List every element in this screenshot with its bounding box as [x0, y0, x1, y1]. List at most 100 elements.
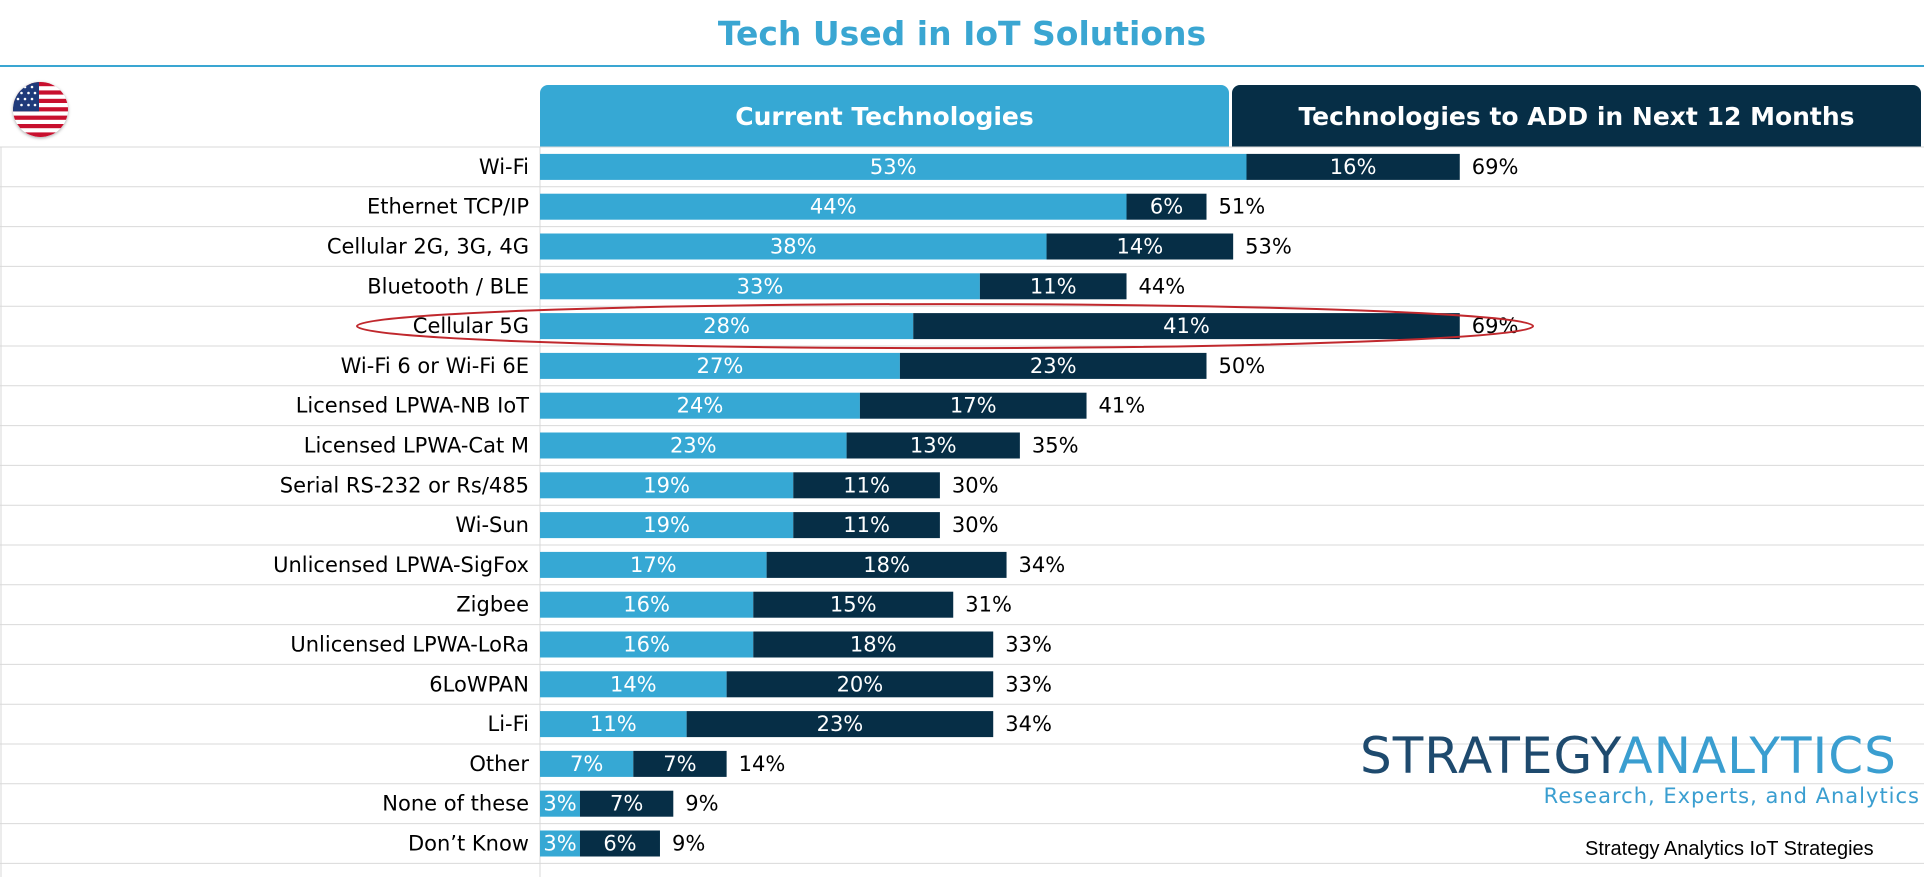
logo-word-strategy: STRATEGY [1360, 727, 1619, 785]
data-label-add: 18% [863, 553, 910, 577]
data-label-add: 6% [1150, 195, 1183, 219]
data-label-total: 44% [1139, 274, 1186, 298]
bar-add [1046, 233, 1234, 260]
data-label-add: 11% [843, 473, 890, 497]
data-label-add: 23% [1030, 354, 1077, 378]
data-label-add: 11% [1030, 274, 1077, 298]
data-label-total: 34% [1019, 553, 1066, 577]
bar-add [1126, 193, 1207, 220]
bar-current [540, 233, 1047, 260]
data-label-total: 41% [1099, 394, 1146, 418]
data-label-add: 7% [663, 752, 696, 776]
bar-current [540, 551, 767, 578]
data-label-add: 11% [843, 513, 890, 537]
chart-title: Tech Used in IoT Solutions [717, 14, 1207, 53]
bar-current [540, 512, 794, 539]
data-label-add: 17% [950, 394, 997, 418]
bar-add [793, 512, 940, 539]
bar-current [540, 313, 914, 340]
data-label-total: 69% [1472, 155, 1519, 179]
data-label-total: 30% [952, 473, 999, 497]
data-label-total: 53% [1245, 235, 1292, 259]
category-label: Wi-Fi [479, 155, 529, 179]
us-flag-icon [13, 82, 68, 137]
category-label: Wi-Fi 6 or Wi-Fi 6E [341, 354, 529, 378]
data-label-current: 16% [623, 633, 670, 657]
data-label-current: 11% [590, 712, 637, 736]
category-label: Unlicensed LPWA-SigFox [273, 553, 529, 577]
source-note: Strategy Analytics IoT Strategies [1585, 838, 1874, 860]
data-label-current: 53% [870, 155, 917, 179]
category-label: Wi-Sun [455, 513, 529, 537]
data-label-total: 33% [1005, 672, 1052, 696]
data-label-total: 31% [965, 593, 1012, 617]
logo-word-analytics: ANALYTICS [1618, 727, 1897, 785]
data-label-total: 9% [685, 792, 718, 816]
category-label: Cellular 2G, 3G, 4G [327, 235, 529, 259]
bar-add [1246, 153, 1460, 180]
bar-current [540, 273, 980, 300]
data-label-current: 19% [643, 473, 690, 497]
category-label: Li-Fi [488, 712, 530, 736]
bar-current [540, 790, 580, 817]
data-label-total: 14% [739, 752, 786, 776]
logo-tagline: Research, Experts, and Analytics [1543, 784, 1920, 808]
bar-add [753, 591, 954, 618]
category-label: Don’t Know [408, 832, 529, 856]
series-header-current: Current Technologies [540, 85, 1229, 147]
data-label-current: 44% [810, 195, 857, 219]
bar-current [540, 472, 794, 499]
data-label-current: 19% [643, 513, 690, 537]
bar-current [540, 153, 1247, 180]
bar-add [579, 790, 674, 817]
bar-add [793, 472, 940, 499]
strategy-analytics-logo: STRATEGYANALYTICS Research, Experts, and… [1360, 728, 1920, 808]
bar-current [540, 750, 634, 777]
bar-add [579, 830, 660, 857]
data-label-total: 33% [1005, 633, 1052, 657]
bar-add [846, 432, 1020, 459]
data-label-total: 35% [1032, 434, 1079, 458]
bar-add [726, 671, 994, 698]
category-label: Unlicensed LPWA-LoRa [290, 633, 529, 657]
category-label: None of these [382, 792, 529, 816]
highlight-ellipse [356, 303, 1534, 350]
category-label: Ethernet TCP/IP [367, 195, 529, 219]
data-label-current: 16% [623, 593, 670, 617]
data-label-total: 51% [1219, 195, 1266, 219]
bar-current [540, 830, 580, 857]
data-label-current: 38% [770, 235, 817, 259]
bar-add [913, 313, 1460, 340]
bar-add [686, 711, 994, 738]
title-divider [0, 65, 1924, 67]
bar-current [540, 193, 1127, 220]
data-label-add: 16% [1330, 155, 1377, 179]
data-label-current: 24% [677, 394, 724, 418]
bar-add [979, 273, 1127, 300]
category-label: Serial RS-232 or Rs/485 [280, 473, 529, 497]
bar-current [540, 631, 754, 658]
data-label-add: 13% [910, 434, 957, 458]
data-label-total: 50% [1219, 354, 1266, 378]
data-label-current: 17% [630, 553, 677, 577]
data-label-current: 3% [543, 832, 576, 856]
data-label-add: 14% [1117, 235, 1164, 259]
series-header-add: Technologies to ADD in Next 12 Months [1232, 85, 1921, 147]
category-label: Licensed LPWA-Cat M [304, 434, 529, 458]
category-label: 6LoWPAN [429, 672, 529, 696]
data-label-current: 3% [543, 792, 576, 816]
category-label: Other [469, 752, 529, 776]
data-label-add: 23% [817, 712, 864, 736]
data-label-add: 41% [1163, 314, 1210, 338]
bar-current [540, 352, 900, 379]
category-label: Bluetooth / BLE [367, 274, 529, 298]
data-label-current: 33% [737, 274, 784, 298]
bar-current [540, 671, 727, 698]
data-label-add: 15% [830, 593, 877, 617]
data-label-add: 7% [610, 792, 643, 816]
data-label-add: 20% [837, 672, 884, 696]
data-label-total: 9% [672, 832, 705, 856]
bar-add [899, 352, 1207, 379]
bar-add [753, 631, 994, 658]
